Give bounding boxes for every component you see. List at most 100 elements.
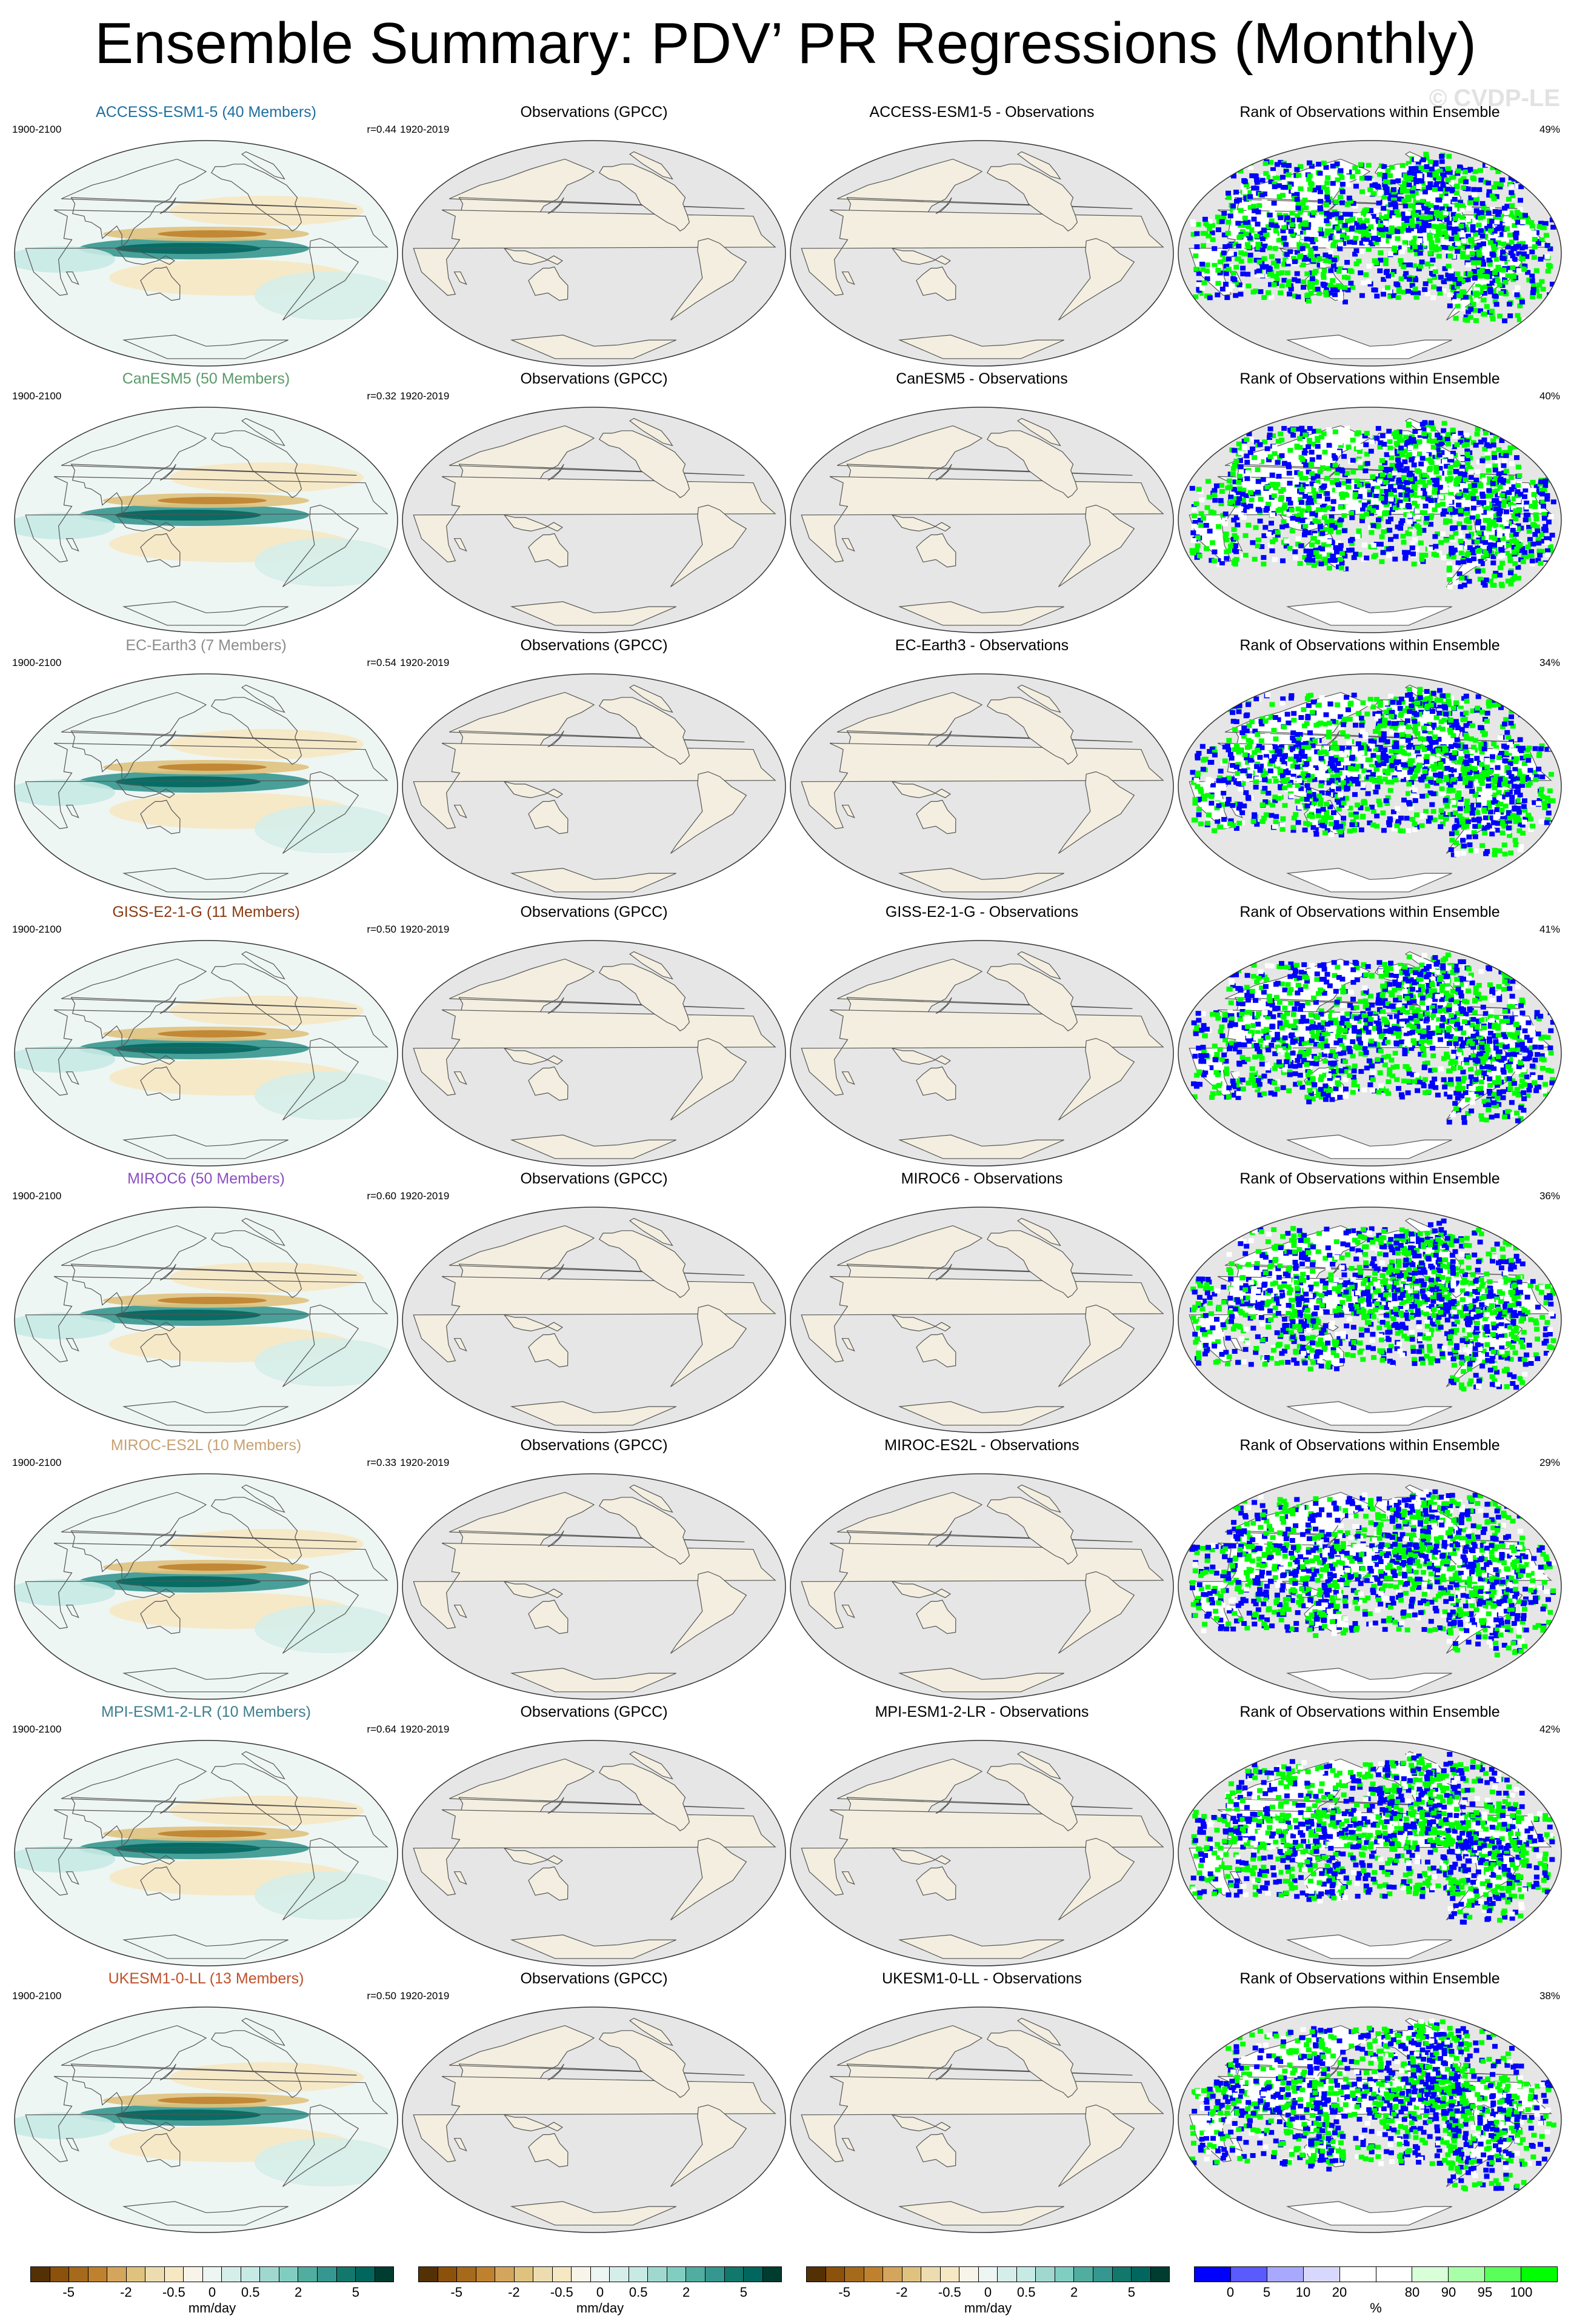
pattern-correlation: r=0.64 [367, 1723, 396, 1735]
obs-panel-title: Observations (GPCC) [520, 1170, 668, 1187]
diff-map [790, 2006, 1174, 2233]
colorbar-swatch [610, 2267, 629, 2282]
colorbar-tick-label: -0.5 [550, 2285, 573, 2300]
obs-panel: Observations (GPCC) 1920-2019 [400, 1170, 788, 1436]
diff-map [790, 407, 1174, 633]
model-panel: MPI-ESM1-2-LR (10 Members) 1900-2100 r=0.6… [12, 1703, 400, 1969]
rank-panel-title: Rank of Observations within Ensemble [1239, 104, 1500, 121]
rank-map [1178, 2006, 1562, 2233]
model-map [14, 1473, 398, 1700]
rank-panel: Rank of Observations within Ensemble 42% [1176, 1703, 1564, 1969]
diff-panel: EC-Earth3 - Observations [788, 636, 1176, 903]
colorbar-precip-diff: -5 -2 -0.5 0 0.5 2 5 mm/day [806, 2266, 1170, 2316]
model-panel: UKESM1-0-LL (13 Members) 1900-2100 r=0.50 [12, 1969, 400, 2236]
colorbar-swatch [667, 2267, 687, 2282]
period-label: 1920-2019 [400, 1190, 450, 1202]
period-label: 1900-2100 [12, 1190, 62, 1202]
diff-panel-title: EC-Earth3 - Observations [895, 637, 1069, 654]
rank-panel-title: Rank of Observations within Ensemble [1239, 904, 1500, 921]
model-map [14, 673, 398, 900]
colorbar-swatch [31, 2267, 50, 2282]
page-title: Ensemble Summary: PDV’ PR Regressions (M… [95, 11, 1476, 76]
colorbar-swatches [418, 2266, 782, 2282]
period-label: 1920-2019 [400, 124, 450, 135]
rank-percent: 49% [1539, 124, 1560, 135]
rank-percent: 42% [1539, 1723, 1560, 1735]
colorbar-swatch [317, 2267, 337, 2282]
model-panel: GISS-E2-1-G (11 Members) 1900-2100 r=0.50 [12, 903, 400, 1170]
colorbar-swatch [572, 2267, 591, 2282]
diff-panel: MIROC6 - Observations [788, 1170, 1176, 1436]
obs-map [402, 407, 786, 633]
colorbar-tick-label: 20 [1332, 2285, 1347, 2300]
obs-panel: Observations (GPCC) 1920-2019 [400, 1703, 788, 1969]
rank-map [1178, 407, 1562, 633]
colorbar-swatch [298, 2267, 318, 2282]
colorbar-swatch [419, 2267, 438, 2282]
diff-panel: CanESM5 - Observations [788, 370, 1176, 636]
colorbar-swatch [998, 2267, 1017, 2282]
obs-map [402, 1473, 786, 1700]
rank-panel-title: Rank of Observations within Ensemble [1239, 1437, 1500, 1454]
colorbar-tick-label: 5 [1262, 2285, 1271, 2300]
rank-map [1178, 1207, 1562, 1433]
pattern-correlation: r=0.60 [367, 1190, 396, 1202]
colorbar-swatches [1194, 2266, 1558, 2282]
colorbar-swatch [260, 2267, 279, 2282]
rank-percent: 40% [1539, 390, 1560, 402]
colorbar-swatch [686, 2267, 705, 2282]
period-label: 1920-2019 [400, 1457, 450, 1468]
colorbar-tick-label: 0 [984, 2285, 992, 2300]
colorbar-swatch [88, 2267, 108, 2282]
colorbar-tick-label: 0 [208, 2285, 216, 2300]
rank-panel: Rank of Observations within Ensemble 49% [1176, 103, 1564, 370]
diff-panel: ACCESS-ESM1-5 - Observations [788, 103, 1176, 370]
model-panel-title: UKESM1-0-LL (13 Members) [108, 1970, 304, 1987]
colorbar-tick-label: -2 [896, 2285, 908, 2300]
colorbar-swatch [1016, 2267, 1036, 2282]
colorbar-units: mm/day [576, 2300, 624, 2316]
period-label: 1900-2100 [12, 390, 62, 402]
rank-panel-title: Rank of Observations within Ensemble [1239, 1703, 1500, 1720]
colorbar-swatch [978, 2267, 998, 2282]
colorbar-swatch [495, 2267, 515, 2282]
rank-percent: 29% [1539, 1457, 1560, 1468]
colorbar-swatch [222, 2267, 241, 2282]
colorbar-swatch [1339, 2267, 1376, 2282]
colorbar-swatch [724, 2267, 744, 2282]
period-label: 1900-2100 [12, 124, 62, 135]
colorbar-precip-obs: -5 -2 -0.5 0 0.5 2 5 mm/day [418, 2266, 782, 2316]
colorbar-swatch [438, 2267, 458, 2282]
colorbar-tick-label: 80 [1404, 2285, 1420, 2300]
obs-map [402, 2006, 786, 2233]
colorbar-swatch [1036, 2267, 1055, 2282]
colorbar-swatch [279, 2267, 299, 2282]
pattern-correlation: r=0.54 [367, 657, 396, 668]
colorbar-swatch [762, 2267, 782, 2282]
obs-panel: Observations (GPCC) 1920-2019 [400, 103, 788, 370]
colorbar-swatch [241, 2267, 261, 2282]
colorbar-tick-label: 0.5 [241, 2285, 260, 2300]
diff-panel: MPI-ESM1-2-LR - Observations [788, 1703, 1176, 1969]
colorbar-swatch [552, 2267, 572, 2282]
model-panel-title: MPI-ESM1-2-LR (10 Members) [101, 1703, 311, 1720]
diff-map [790, 1207, 1174, 1433]
diff-map [790, 1740, 1174, 1966]
colorbar-swatch [705, 2267, 725, 2282]
model-panel: ACCESS-ESM1-5 (40 Members) 1900-2100 r=0.4… [12, 103, 400, 370]
obs-map [402, 940, 786, 1167]
colorbar-swatch [184, 2267, 203, 2282]
colorbar-tick-label: 95 [1477, 2285, 1493, 2300]
obs-panel: Observations (GPCC) 1920-2019 [400, 1436, 788, 1703]
model-panel-title: EC-Earth3 (7 Members) [125, 637, 287, 654]
colorbar-tick-label: 0.5 [1016, 2285, 1036, 2300]
colorbar-swatch [164, 2267, 184, 2282]
pattern-correlation: r=0.32 [367, 390, 396, 402]
colorbar-swatch [1093, 2267, 1113, 2282]
colorbar-swatch [1132, 2267, 1151, 2282]
colorbar-swatch [807, 2267, 826, 2282]
colorbar-swatch [107, 2267, 127, 2282]
colorbar-swatch [590, 2267, 610, 2282]
model-map [14, 2006, 398, 2233]
rank-map [1178, 1740, 1562, 1966]
